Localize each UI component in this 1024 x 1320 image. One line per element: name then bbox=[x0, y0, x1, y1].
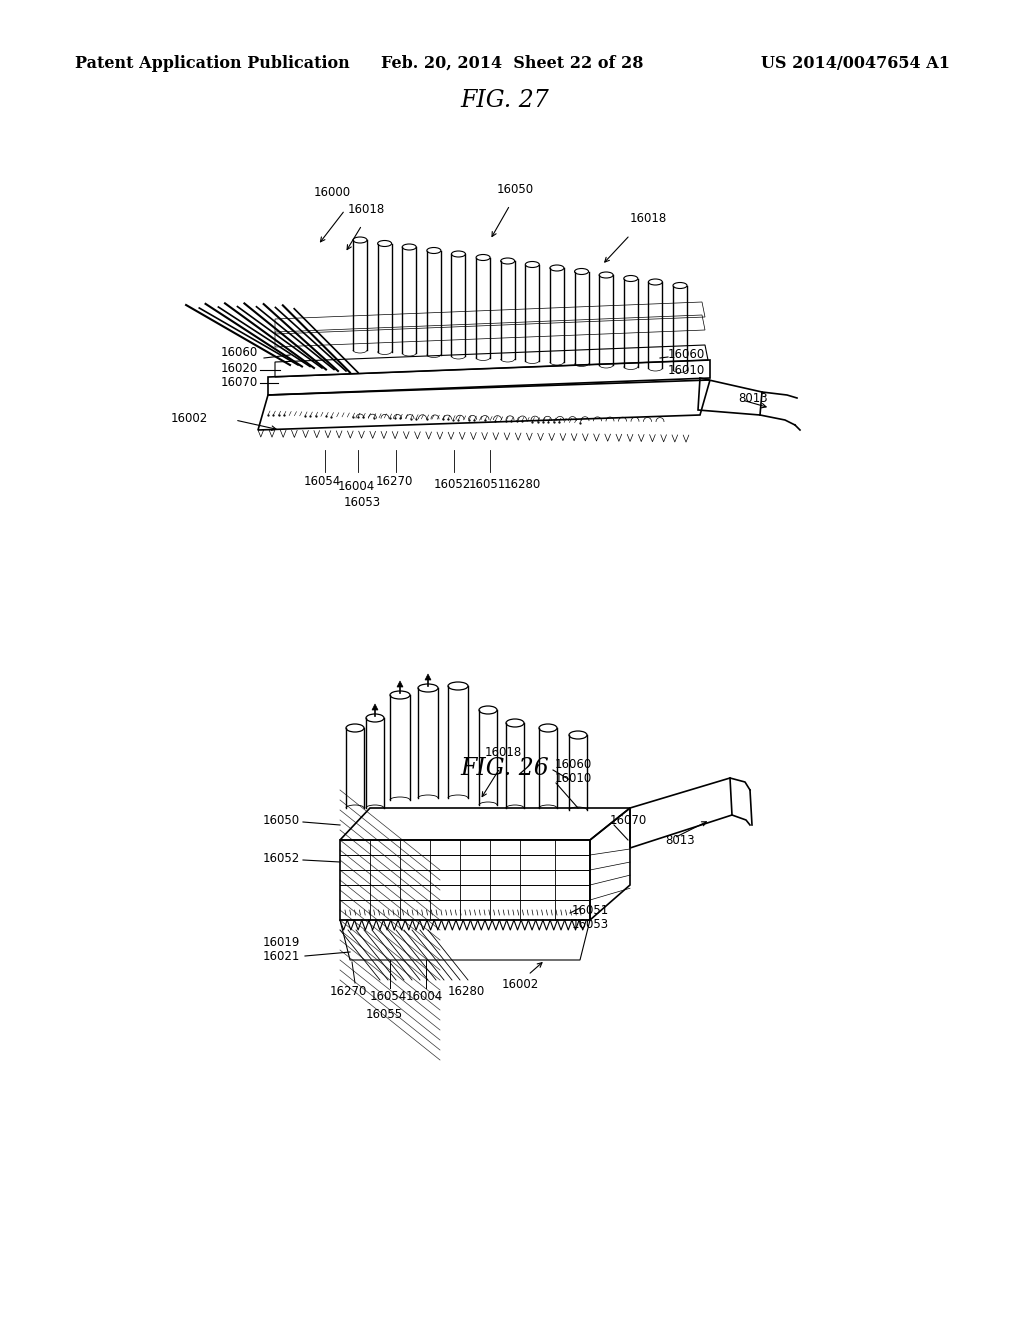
Polygon shape bbox=[397, 681, 403, 686]
Text: 16002: 16002 bbox=[502, 978, 539, 991]
Text: 16060: 16060 bbox=[668, 348, 706, 362]
Text: 16004: 16004 bbox=[406, 990, 442, 1003]
Text: 16019: 16019 bbox=[262, 936, 300, 949]
Text: 16018: 16018 bbox=[347, 203, 385, 216]
Text: 16055: 16055 bbox=[366, 1008, 402, 1020]
Text: 16010: 16010 bbox=[668, 363, 706, 376]
Text: 16052: 16052 bbox=[433, 478, 471, 491]
Text: 16270: 16270 bbox=[330, 985, 367, 998]
Text: 16070: 16070 bbox=[610, 813, 647, 826]
Text: 16053: 16053 bbox=[343, 496, 381, 510]
Text: 16051: 16051 bbox=[468, 478, 506, 491]
Text: 16050: 16050 bbox=[497, 183, 534, 195]
Text: 16020: 16020 bbox=[221, 362, 258, 375]
Text: 16070: 16070 bbox=[221, 376, 258, 389]
Text: 16010: 16010 bbox=[555, 772, 592, 785]
Text: 16054: 16054 bbox=[303, 475, 341, 488]
Text: 16053: 16053 bbox=[572, 917, 609, 931]
Text: 16052: 16052 bbox=[263, 851, 300, 865]
Text: FIG. 26: FIG. 26 bbox=[461, 756, 549, 780]
Text: Patent Application Publication: Patent Application Publication bbox=[75, 55, 350, 71]
Text: 16018: 16018 bbox=[484, 746, 521, 759]
Text: 16021: 16021 bbox=[262, 949, 300, 962]
Text: US 2014/0047654 A1: US 2014/0047654 A1 bbox=[761, 55, 950, 71]
Text: 16280: 16280 bbox=[447, 985, 484, 998]
Text: 16054: 16054 bbox=[370, 990, 407, 1003]
Text: 16060: 16060 bbox=[555, 759, 592, 771]
Text: 8013: 8013 bbox=[738, 392, 768, 404]
Polygon shape bbox=[425, 675, 431, 680]
Text: 16004: 16004 bbox=[337, 480, 375, 492]
Text: 16000: 16000 bbox=[313, 186, 350, 199]
Text: 16051: 16051 bbox=[572, 903, 609, 916]
Text: FIG. 27: FIG. 27 bbox=[461, 88, 549, 112]
Text: 8013: 8013 bbox=[665, 833, 694, 846]
Text: 16050: 16050 bbox=[263, 813, 300, 826]
Text: 16002: 16002 bbox=[171, 412, 208, 425]
Text: 16270: 16270 bbox=[376, 475, 413, 488]
Text: Feb. 20, 2014  Sheet 22 of 28: Feb. 20, 2014 Sheet 22 of 28 bbox=[381, 55, 643, 71]
Polygon shape bbox=[372, 704, 378, 710]
Text: 16018: 16018 bbox=[630, 213, 667, 224]
Text: 16060: 16060 bbox=[221, 346, 258, 359]
Text: 16280: 16280 bbox=[504, 478, 541, 491]
